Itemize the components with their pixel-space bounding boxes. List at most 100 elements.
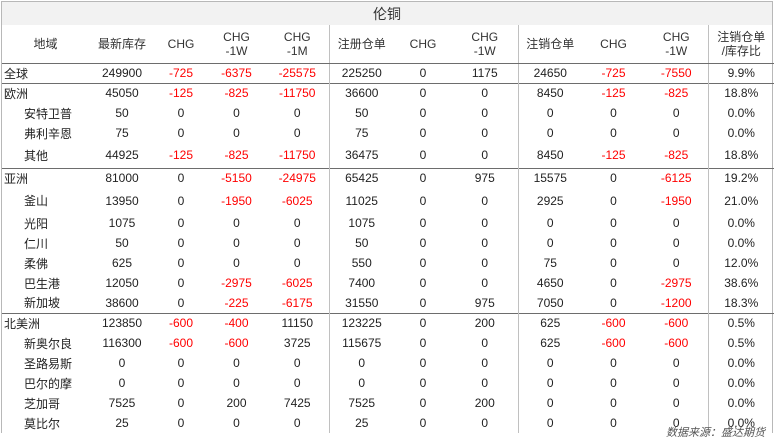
value-cell: -24975	[266, 167, 329, 188]
value-cell: 0	[293, 106, 301, 120]
value-cell: 0	[452, 82, 518, 103]
column-header-text: 最新库存	[97, 36, 146, 51]
region-name-cell: 圣路易斯	[24, 356, 73, 371]
table-row: 新加坡 38600 0 -225 -6175 31550 0 975 7050 0 -1200 18.…	[2, 293, 774, 313]
value-cell: 0	[517, 373, 582, 393]
value-cell: 0	[233, 216, 240, 230]
column-header-text: -1W	[225, 43, 248, 58]
value-cell: 0	[233, 256, 240, 270]
column-header: CHG	[582, 25, 645, 64]
value-cell: -6025	[281, 276, 313, 290]
value-cell: 0	[672, 256, 680, 270]
region-name-cell: 全球	[4, 66, 29, 81]
value-cell: 0	[481, 106, 489, 120]
table-row: 欧洲 45050 -125 -825 -11750 36600 0 0 8450 -125 -825…	[2, 82, 774, 103]
data-source-note: 数据来源：盛达期货	[666, 427, 765, 439]
region-name-cell: 其他	[24, 148, 49, 163]
value-cell: -725	[601, 66, 626, 80]
value-cell: 0	[419, 416, 427, 430]
table-row: 仁川 50 0 0 0 50 0 0 0 0 0 0.0%	[2, 233, 774, 253]
value-cell: 0	[419, 396, 427, 410]
value-cell: 0	[610, 396, 617, 410]
value-cell: -6125	[645, 167, 708, 188]
value-cell: 0.0%	[707, 413, 774, 433]
value-cell: 249900	[101, 66, 143, 80]
value-cell: -6375	[221, 66, 252, 80]
value-cell: -6025	[281, 193, 313, 208]
value-cell: 4650	[517, 273, 582, 293]
column-header-text: 注销仓单	[526, 36, 575, 51]
value-cell: 0	[672, 106, 680, 120]
value-cell: 7525	[328, 393, 394, 413]
value-cell: 0	[394, 312, 452, 333]
value-cell: 38600	[105, 295, 139, 310]
value-cell: 50	[115, 236, 129, 250]
value-cell: 225250	[328, 63, 394, 83]
value-cell: 0	[155, 167, 207, 188]
value-cell: 0	[177, 356, 185, 370]
value-cell: 0	[672, 396, 680, 410]
table-row: 柔佛 625 0 0 0 550 0 0 75 0 0 12.0%	[2, 253, 774, 273]
value-cell: 0	[610, 193, 617, 208]
value-cell: -1950	[221, 193, 252, 208]
value-cell: 975	[474, 295, 495, 310]
value-cell: 0.0%	[707, 233, 774, 253]
column-header-text: CHG	[167, 36, 195, 51]
value-cell: -1200	[660, 295, 692, 310]
column-header-text: -1M	[286, 43, 308, 58]
value-cell: 0	[177, 236, 185, 250]
column-header-text: /库存比	[721, 43, 761, 58]
value-cell: 18.3%	[707, 293, 774, 313]
value-cell: 1075	[108, 216, 136, 230]
table-row: 圣路易斯 0 0 0 0 0 0 0 0 0 0 0.0%	[2, 353, 774, 373]
region-name-cell: 弗利辛恩	[24, 126, 73, 141]
value-cell: 0	[481, 126, 489, 140]
value-cell: 0	[517, 213, 582, 233]
value-cell: 115675	[328, 333, 394, 353]
value-cell: 200	[226, 396, 247, 410]
value-cell: 0	[177, 193, 185, 208]
column-header-text: 注销仓单	[717, 29, 766, 44]
value-cell: 0	[610, 236, 617, 250]
value-cell: -400	[207, 312, 266, 333]
value-cell: 0	[233, 416, 240, 430]
column-header-text: -1W	[473, 43, 496, 58]
column-header: 最新库存	[89, 25, 155, 64]
value-cell: 0	[177, 106, 185, 120]
table-row: 全球 249900 -725 -6375 -25575 225250 0 1175 24650 -…	[2, 63, 774, 83]
value-cell: 116300	[102, 336, 142, 350]
value-cell: 0	[419, 295, 427, 310]
value-cell: 0	[517, 413, 582, 433]
value-cell: 625	[517, 312, 582, 333]
value-cell: 0	[481, 416, 489, 430]
column-header: CHG	[155, 25, 207, 64]
column-header: CHG	[394, 25, 452, 64]
value-cell: 0	[672, 126, 680, 140]
region-name-cell: 釜山	[24, 194, 49, 208]
value-cell: 0	[293, 216, 301, 230]
value-cell: -5150	[207, 167, 266, 188]
value-cell: 0	[233, 356, 240, 370]
value-cell: 123225	[328, 312, 394, 333]
column-header-text: CHG	[600, 36, 627, 51]
value-cell: 0.5%	[707, 312, 774, 333]
value-cell: 11150	[266, 312, 329, 333]
value-cell: 0	[610, 356, 617, 370]
value-cell: 50	[328, 233, 394, 253]
value-cell: 0	[177, 416, 185, 430]
value-cell: 0	[233, 106, 240, 120]
value-cell: 0	[610, 295, 617, 310]
value-cell: -600	[664, 336, 689, 350]
value-cell: 0	[481, 148, 489, 163]
value-cell: 0	[118, 356, 126, 370]
value-cell: 31550	[328, 293, 394, 313]
value-cell: 0	[610, 416, 617, 430]
value-cell: 15575	[517, 167, 582, 188]
value-cell: 0	[672, 376, 680, 390]
header-row: 地域 最新库存 CHG CHG -1W CHG -1M 注册仓单 CHG CHG -1W 注销仓单 CH…	[2, 25, 774, 64]
value-cell: 0	[481, 276, 489, 290]
value-cell: 0	[419, 336, 427, 350]
value-cell: -825	[224, 148, 249, 163]
value-cell: -600	[582, 312, 645, 333]
region-name-cell: 仁川	[24, 236, 49, 251]
